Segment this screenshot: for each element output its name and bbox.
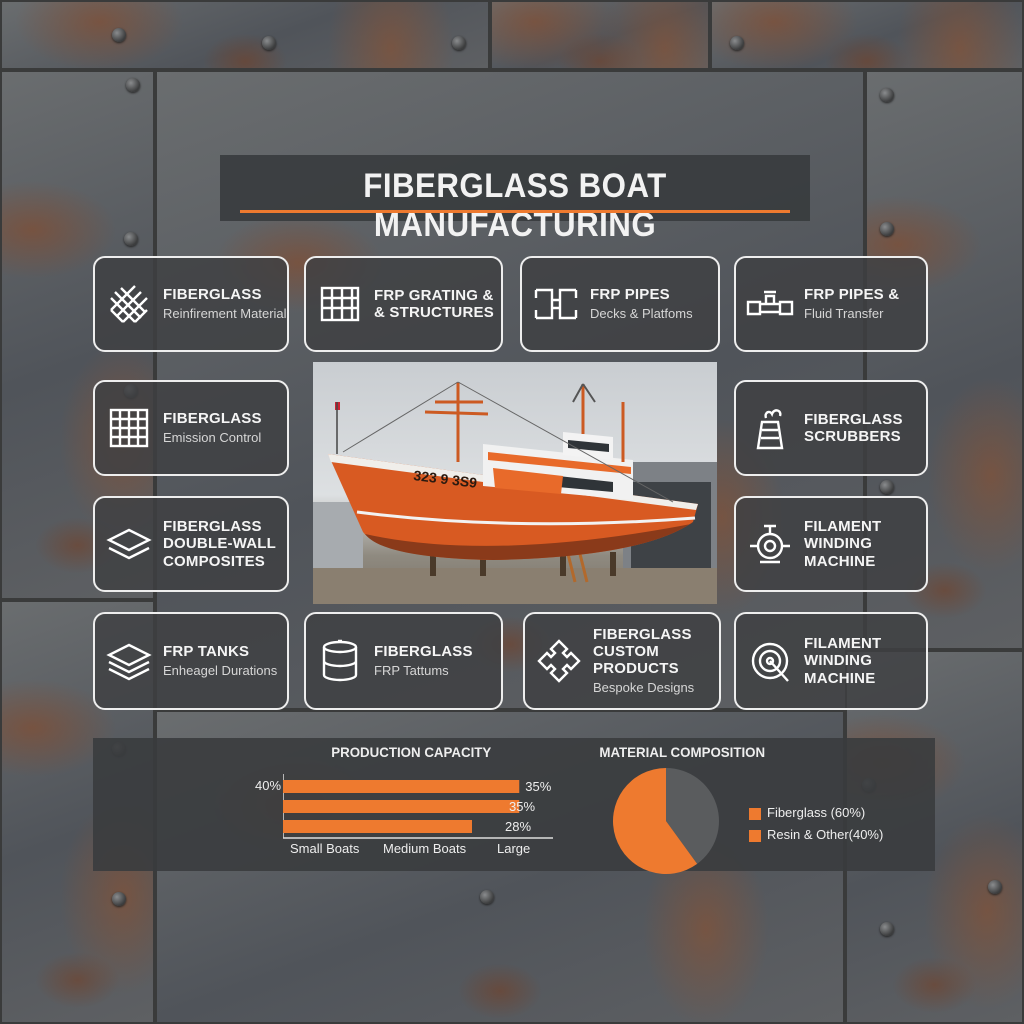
legend-swatch <box>749 808 761 820</box>
card-frp-tanks[interactable]: FRP TANKS Enheagel Durations <box>93 612 289 710</box>
stacked-layers-icon <box>105 637 153 685</box>
valve-pipe-icon <box>746 280 794 328</box>
bar-value-label: 35% <box>525 779 551 794</box>
card-title: FIBERGLASS <box>163 518 262 536</box>
layers-icon <box>105 520 153 568</box>
card-subtitle: Bespoke Designs <box>593 680 695 696</box>
card-title-line2: CUSTOM PRODUCTS <box>593 642 679 678</box>
scrubber-tower-icon <box>746 404 794 452</box>
card-subtitle: FRP Tattums <box>374 663 449 679</box>
card-title-line3: COMPOSITES <box>163 552 266 570</box>
card-title-line2: & STRUCTURES <box>374 304 494 321</box>
boat-photo: 323 9 3S9 <box>313 362 717 604</box>
card-frp-grating[interactable]: FRP GRATING & & STRUCTURES <box>304 256 503 352</box>
card-title-line2: WINDING <box>804 652 873 670</box>
card-frp-pipes-fluid[interactable]: FRP PIPES & Fluid Transfer <box>734 256 928 352</box>
card-subtitle: Emission Control <box>163 430 262 446</box>
card-title: FRP PIPES & <box>804 285 900 303</box>
bar-category-label: Large <box>497 841 531 856</box>
card-title: FRP PIPES <box>590 285 670 303</box>
production-capacity-chart: 35% 35% 28% <box>283 774 553 839</box>
fiber-weave-icon <box>105 280 153 328</box>
legend-label: Fiberglass (60%) <box>767 805 866 820</box>
tank-cylinder-icon <box>316 637 364 685</box>
card-title-line3: MACHINE <box>804 669 876 687</box>
card-title: FRP GRATING & <box>374 286 494 304</box>
production-capacity-title: PRODUCTION CAPACITY <box>331 744 492 760</box>
pipe-fittings-icon <box>532 280 580 328</box>
card-title: FILAMENT <box>804 635 882 653</box>
card-subtitle: Reinfirement Material <box>163 306 287 322</box>
bar-category-label: Medium Boats <box>383 841 467 856</box>
card-subtitle: Enheagel Durations <box>163 663 278 679</box>
material-composition-title: MATERIAL COMPOSITION <box>599 744 766 760</box>
card-fiberglass-emission[interactable]: FIBERGLASS Emission Control <box>93 380 289 476</box>
card-fiberglass-custom[interactable]: FIBERGLASS CUSTOM PRODUCTS Bespoke Desig… <box>523 612 721 710</box>
stats-panel: PRODUCTION CAPACITY MATERIAL COMPOSITION… <box>93 738 935 874</box>
card-title: FIBERGLASS <box>593 625 692 643</box>
bar-axis <box>283 774 553 839</box>
card-filament-winding-1[interactable]: FILAMENT WINDING MACHINE <box>734 496 928 592</box>
card-frp-pipes[interactable]: FRP PIPES Decks & Platfoms <box>520 256 720 352</box>
bar-large <box>283 820 472 833</box>
card-fiberglass-double-wall[interactable]: FIBERGLASS DOUBLE-WALL COMPOSITES <box>93 496 289 592</box>
card-title: FIBERGLASS <box>374 642 473 660</box>
bar-medium-boats <box>283 800 520 813</box>
hull-number: 323 9 3S9 <box>413 467 479 491</box>
grating-icon <box>316 280 364 328</box>
page-title: FIBERGLASS BOAT MANUFACTURING <box>363 167 667 244</box>
winding-machine-icon <box>746 520 794 568</box>
bar-value-label: 35% <box>509 799 535 814</box>
pie-slice-fiberglass <box>613 768 698 874</box>
card-title: FRP TANKS <box>163 642 250 660</box>
bar-category-label: Small Boats <box>290 841 360 856</box>
card-filament-winding-2[interactable]: FILAMENT WINDING MACHINE <box>734 612 928 710</box>
card-title: FIBERGLASS <box>163 285 262 303</box>
pie-slice-resin-other <box>666 768 719 864</box>
puzzle-icon <box>535 637 583 685</box>
card-title-line2: WINDING <box>804 535 873 553</box>
card-fiberglass-scrubbers[interactable]: FIBERGLASS SCRUBBERS <box>734 380 928 476</box>
title-underline <box>240 210 790 213</box>
card-title-line2: DOUBLE-WALL <box>163 535 277 553</box>
card-subtitle: Decks & Platfoms <box>590 306 693 322</box>
bar-axis-label: 40% <box>255 778 282 793</box>
material-composition-pie <box>613 768 719 874</box>
bar-small-boats <box>283 780 520 793</box>
bar-value-label: 28% <box>505 819 531 834</box>
card-subtitle: Fluid Transfer <box>804 306 884 322</box>
card-title-line2: SCRUBBERS <box>804 428 901 445</box>
card-fiberglass-reinforcement[interactable]: FIBERGLASS Reinfirement Material <box>93 256 289 352</box>
legend-label: Resin & Other(40%) <box>767 827 884 842</box>
grid-panel-icon <box>105 404 153 452</box>
card-title: FIBERGLASS <box>804 410 903 428</box>
card-title: FIBERGLASS <box>163 409 262 427</box>
card-title: FILAMENT <box>804 518 882 536</box>
spool-icon <box>746 637 794 685</box>
card-title-line3: MACHINE <box>804 552 876 570</box>
card-fiberglass-frp[interactable]: FIBERGLASS FRP Tattums <box>304 612 503 710</box>
legend-swatch <box>749 830 761 842</box>
title-banner: FIBERGLASS BOAT MANUFACTURING <box>220 155 810 244</box>
